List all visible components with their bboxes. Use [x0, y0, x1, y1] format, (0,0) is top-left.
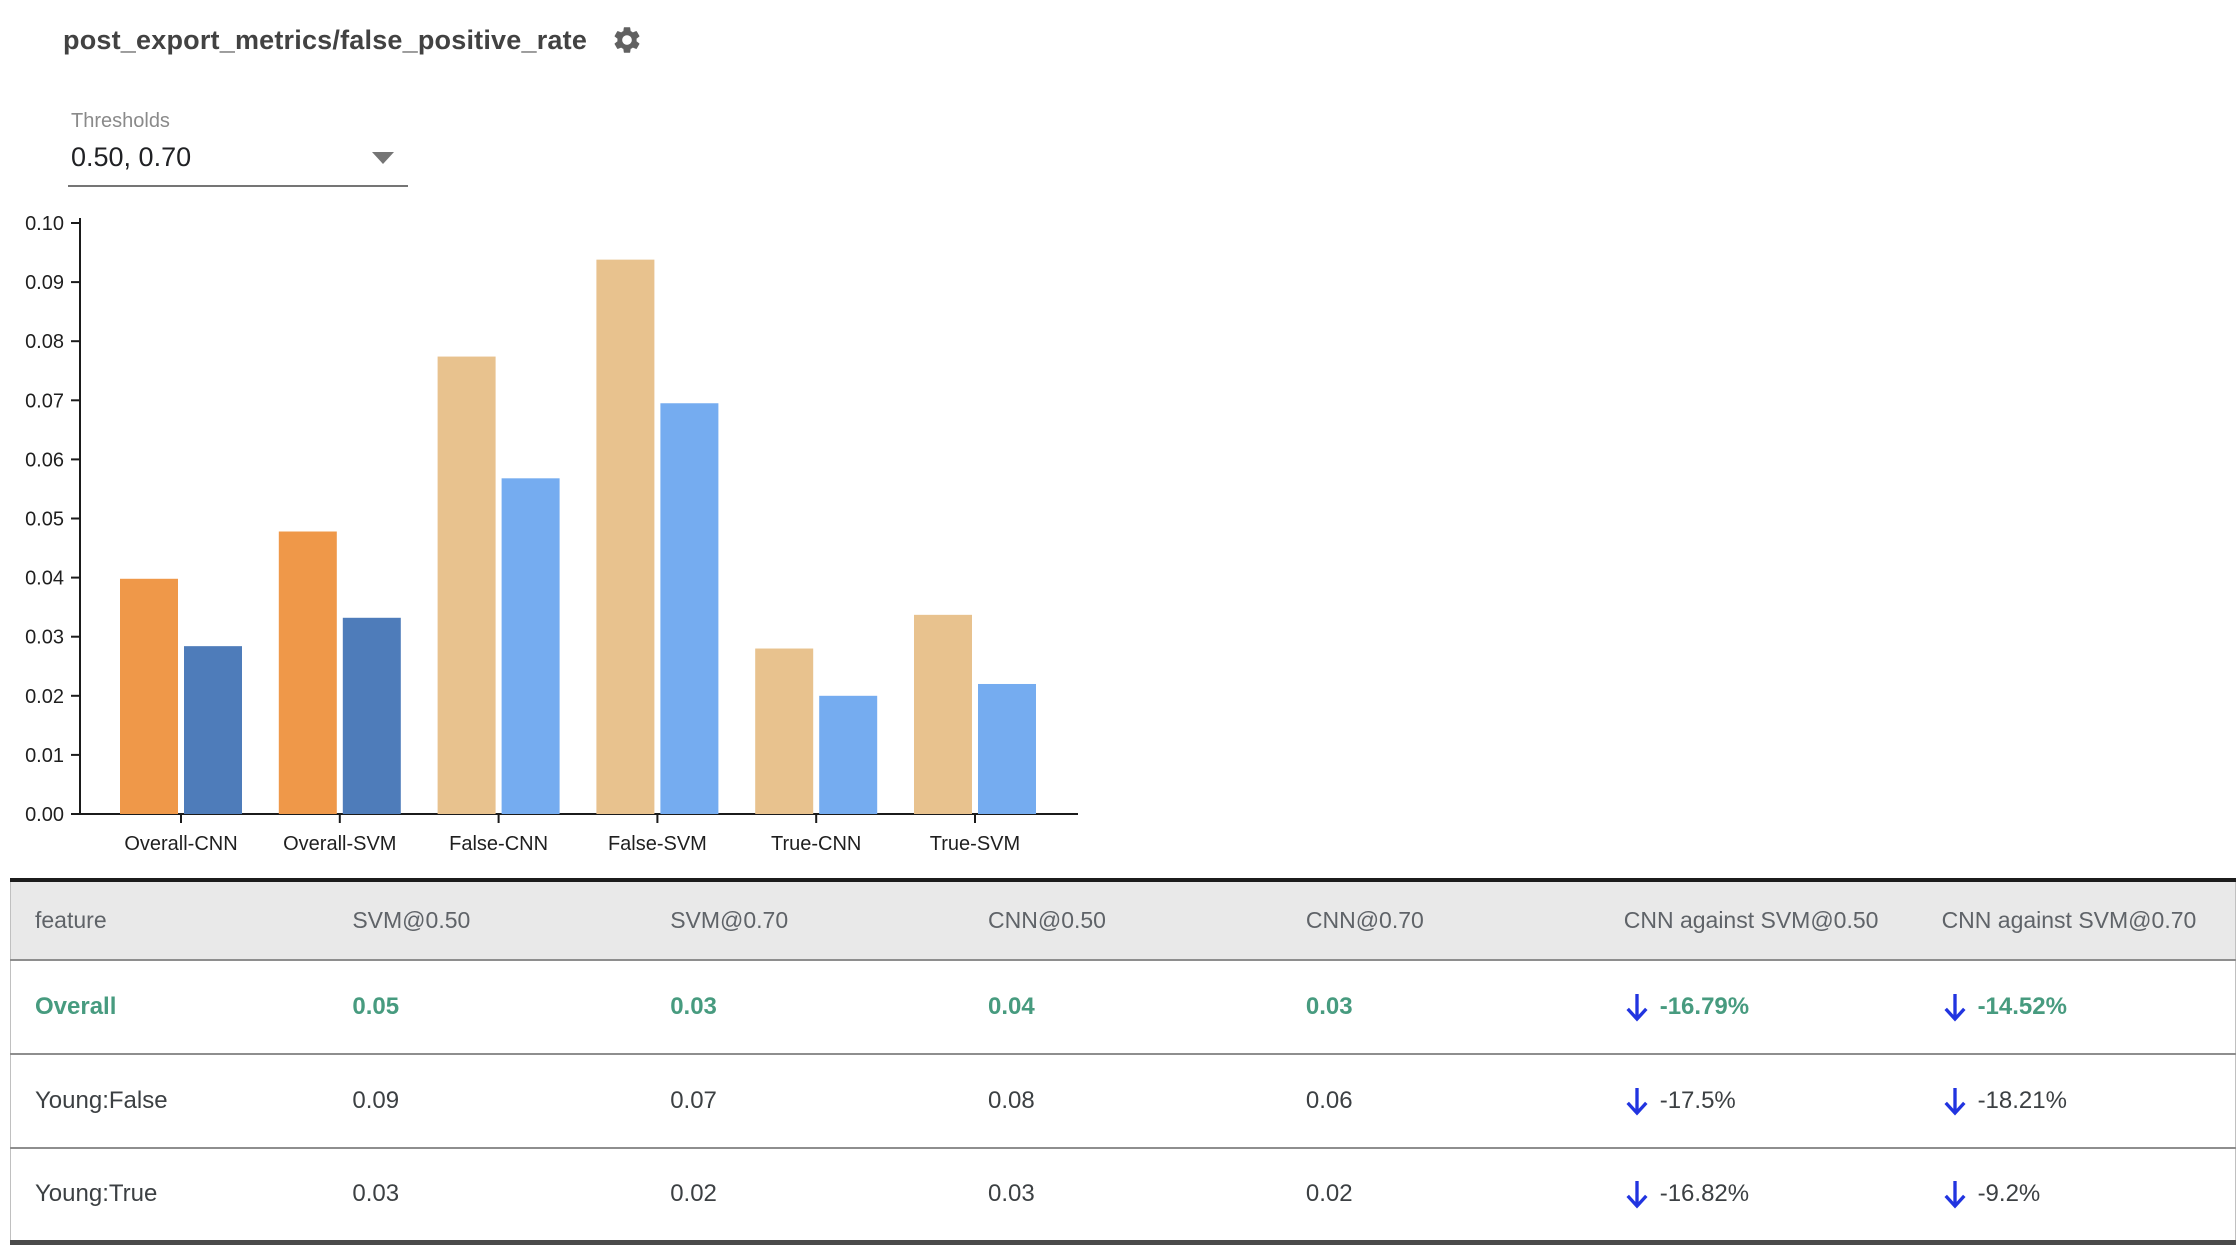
- bar-False-SVM-threshold-0.50[interactable]: [596, 259, 655, 815]
- metric-value-cell: 0.02: [1281, 1147, 1600, 1242]
- false-positive-rate-bar-chart: 0.00 0.01 0.02 0.03 0.04 0.05 0.06 0.07 0.08 0.09…: [25, 213, 1078, 855]
- down-arrow-icon: [1626, 1088, 1648, 1116]
- y-axis-tick-label: 0.00: [25, 804, 64, 826]
- metrics-table-header: feature SVM@0.50 SVM@0.70 CNN@0.50 CNN@0.70 C…: [10, 880, 2236, 960]
- metric-header: post_export_metrics/false_positive_rate: [63, 24, 643, 56]
- y-axis-tick-label: 0.01: [25, 745, 64, 767]
- column-header: CNN@0.50: [964, 880, 1282, 960]
- metric-value-cell: 0.03: [646, 959, 965, 1054]
- column-header: CNN@0.70: [1281, 880, 1600, 960]
- thresholds-select[interactable]: 0.50, 0.70: [68, 133, 408, 187]
- down-arrow-icon: [1626, 1181, 1648, 1209]
- feature-cell: Young:False: [10, 1053, 329, 1148]
- feature-cell: Young:True: [10, 1147, 329, 1242]
- thresholds-label: Thresholds: [71, 110, 170, 132]
- bar-False-SVM-threshold-0.70[interactable]: [660, 403, 719, 814]
- column-header: SVM@0.70: [646, 880, 965, 960]
- y-axis-tick-label: 0.06: [25, 449, 64, 471]
- down-arrow-icon: [1944, 1181, 1966, 1209]
- column-header: CNN against SVM@0.70: [1917, 880, 2236, 960]
- column-header: CNN against SVM@0.50: [1599, 880, 1918, 960]
- y-axis-tick-label: 0.07: [25, 390, 64, 412]
- metric-value-cell: 0.07: [646, 1053, 965, 1148]
- x-axis-category-label: True-SVM: [930, 833, 1020, 855]
- thresholds-control: Thresholds 0.50, 0.70: [68, 110, 408, 187]
- feature-cell: Overall: [10, 959, 329, 1054]
- bar-False-CNN-threshold-0.70[interactable]: [501, 478, 560, 814]
- bar-True-SVM-threshold-0.50[interactable]: [914, 614, 972, 814]
- dropdown-arrow-icon: [372, 151, 394, 164]
- y-axis-tick-label: 0.10: [25, 213, 64, 235]
- metric-value-cell: 0.03: [328, 1147, 647, 1242]
- delta-cell: -16.79%: [1599, 959, 1918, 1054]
- metric-value-cell: 0.03: [1281, 959, 1600, 1054]
- delta-value: -9.2%: [1977, 1180, 2041, 1208]
- x-axis-category-label: True-CNN: [771, 833, 861, 855]
- delta-value: -16.82%: [1659, 1180, 1750, 1208]
- delta-cell: -14.52%: [1917, 959, 2236, 1054]
- bar-False-CNN-threshold-0.50[interactable]: [437, 356, 496, 814]
- delta-value: -16.79%: [1659, 993, 1750, 1020]
- metric-value-cell: 0.02: [646, 1147, 965, 1242]
- column-header: SVM@0.50: [328, 880, 647, 960]
- delta-value: -14.52%: [1977, 993, 2067, 1020]
- bar-Overall-CNN-threshold-0.50[interactable]: [120, 578, 178, 814]
- column-header: feature: [10, 880, 329, 960]
- bar-True-SVM-threshold-0.70[interactable]: [978, 683, 1036, 814]
- table-row: Young:True 0.03 0.02 0.03 0.02 -16.82% -9.2%: [10, 1147, 2236, 1242]
- bar-True-CNN-threshold-0.50[interactable]: [755, 648, 814, 814]
- delta-cell: -17.5%: [1599, 1053, 1918, 1148]
- metric-value-cell: 0.04: [964, 959, 1282, 1054]
- y-axis-tick-label: 0.02: [25, 686, 64, 708]
- delta-cell: -18.21%: [1917, 1053, 2236, 1148]
- metric-value-cell: 0.03: [964, 1147, 1282, 1242]
- x-axis-category-label: False-SVM: [608, 833, 707, 855]
- metric-value-cell: 0.08: [964, 1053, 1282, 1148]
- table-row: Young:False 0.09 0.07 0.08 0.06 -17.5% -18.21%: [10, 1053, 2236, 1148]
- down-arrow-icon: [1944, 1088, 1966, 1116]
- y-axis-tick-label: 0.09: [25, 272, 64, 294]
- table-row: Overall 0.05 0.03 0.04 0.03 -16.79% -14.52%: [10, 959, 2236, 1054]
- metric-value-cell: 0.06: [1281, 1053, 1600, 1148]
- thresholds-value: 0.50, 0.70: [71, 142, 192, 172]
- y-axis-tick-label: 0.04: [25, 568, 64, 590]
- metrics-table: feature SVM@0.50 SVM@0.70 CNN@0.50 CNN@0.70 C…: [10, 878, 2236, 1245]
- bar-Overall-CNN-threshold-0.70[interactable]: [184, 646, 242, 814]
- metric-value-cell: 0.05: [328, 959, 647, 1054]
- delta-value: -18.21%: [1977, 1087, 2067, 1114]
- down-arrow-icon: [1626, 994, 1648, 1022]
- y-axis-tick-label: 0.03: [25, 627, 64, 649]
- delta-value: -17.5%: [1659, 1087, 1736, 1114]
- down-arrow-icon: [1944, 994, 1966, 1022]
- bar-Overall-SVM-threshold-0.70[interactable]: [342, 617, 401, 814]
- x-axis-category-label: Overall-SVM: [283, 833, 396, 855]
- y-axis-tick-label: 0.08: [25, 331, 64, 353]
- y-axis-tick-label: 0.05: [25, 509, 64, 531]
- gear-icon[interactable]: [611, 24, 643, 56]
- delta-cell: -9.2%: [1917, 1147, 2236, 1242]
- x-axis-category-label: Overall-CNN: [124, 833, 237, 855]
- delta-cell: -16.82%: [1599, 1147, 1918, 1242]
- bar-Overall-SVM-threshold-0.50[interactable]: [278, 531, 337, 814]
- x-axis-category-label: False-CNN: [449, 833, 548, 855]
- page-title: post_export_metrics/false_positive_rate: [63, 24, 588, 55]
- bar-True-CNN-threshold-0.70[interactable]: [819, 695, 878, 814]
- metric-value-cell: 0.09: [328, 1053, 647, 1148]
